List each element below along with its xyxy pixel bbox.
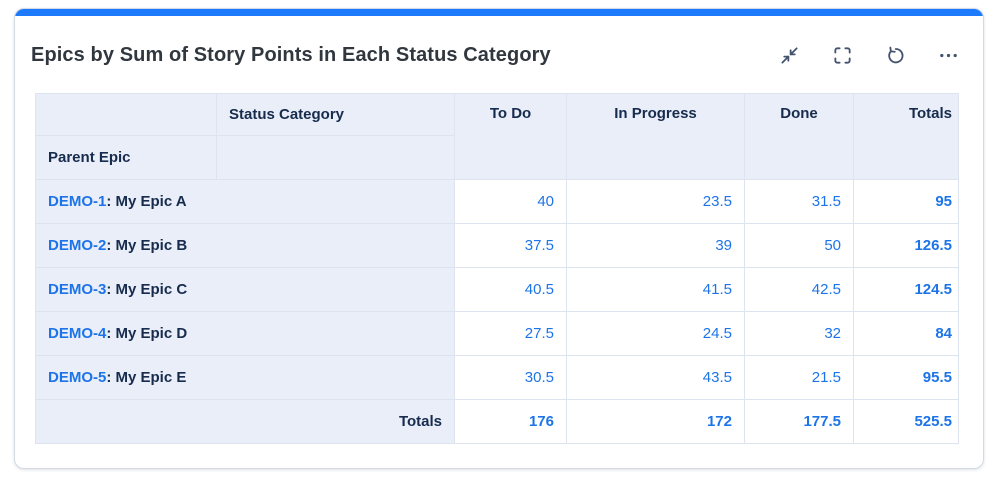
story-points-value[interactable]: 39: [566, 223, 745, 268]
story-points-value[interactable]: 42.5: [744, 267, 854, 312]
more-options-icon: [940, 53, 957, 57]
column-total-value[interactable]: 172: [566, 399, 745, 444]
column-total-value[interactable]: 176: [454, 399, 567, 444]
column-header-done: Done: [744, 93, 854, 180]
header-row-status-category: Status Category To Do In Progress Done T…: [35, 93, 959, 180]
more-options-button[interactable]: [936, 43, 961, 68]
refresh-icon: [888, 46, 904, 63]
story-points-value[interactable]: 37.5: [454, 223, 567, 268]
story-points-value[interactable]: 24.5: [566, 311, 745, 356]
epic-label: DEMO-3: My Epic C: [35, 267, 455, 312]
row-total-value[interactable]: 95: [853, 179, 959, 224]
column-header-totals: Totals: [853, 93, 959, 180]
epic-label: DEMO-4: My Epic D: [35, 311, 455, 356]
table-row: DEMO-3: My Epic C 40.5 41.5 42.5 124.5: [35, 267, 959, 312]
epic-name: : My Epic C: [106, 281, 188, 298]
table-row: DEMO-1: My Epic A 40 23.5 31.5 95: [35, 179, 959, 224]
story-points-value[interactable]: 21.5: [744, 355, 854, 400]
fullscreen-icon: [834, 46, 851, 64]
column-total-value[interactable]: 177.5: [744, 399, 854, 444]
story-points-table: Status Category To Do In Progress Done T…: [35, 93, 959, 444]
epic-link[interactable]: DEMO-2: [48, 237, 107, 254]
epic-link[interactable]: DEMO-4: [48, 325, 107, 342]
epic-label: DEMO-1: My Epic A: [35, 179, 455, 224]
corner-cell: [35, 93, 217, 136]
story-points-value[interactable]: 32: [744, 311, 854, 356]
header-row-parent-epic: Parent Epic: [35, 135, 959, 180]
row-total-value[interactable]: 95.5: [853, 355, 959, 400]
row-total-value[interactable]: 84: [853, 311, 959, 356]
story-points-value[interactable]: 23.5: [566, 179, 745, 224]
row-total-value[interactable]: 126.5: [853, 223, 959, 268]
minimize-icon: [781, 46, 798, 64]
epic-link[interactable]: DEMO-3: [48, 281, 107, 298]
story-points-value[interactable]: 43.5: [566, 355, 745, 400]
story-points-value[interactable]: 41.5: [566, 267, 745, 312]
story-points-value[interactable]: 40.5: [454, 267, 567, 312]
table-row: DEMO-2: My Epic B 37.5 39 50 126.5: [35, 223, 959, 268]
card-accent-bar: [15, 9, 983, 16]
fullscreen-button[interactable]: [830, 43, 855, 68]
story-points-value[interactable]: 30.5: [454, 355, 567, 400]
epic-link[interactable]: DEMO-1: [48, 193, 107, 210]
totals-row: Totals 176 172 177.5 525.5: [35, 399, 959, 444]
column-header-todo: To Do: [454, 93, 567, 180]
story-points-value[interactable]: 27.5: [454, 311, 567, 356]
epic-link[interactable]: DEMO-5: [48, 369, 107, 386]
card-header: Epics by Sum of Story Points in Each Sta…: [15, 16, 983, 86]
gadget-toolbar: [777, 43, 961, 68]
epic-label: DEMO-5: My Epic E: [35, 355, 455, 400]
epic-name: : My Epic B: [106, 237, 188, 254]
epic-name: : My Epic E: [106, 369, 187, 386]
column-header-in-progress: In Progress: [566, 93, 745, 180]
epic-name: : My Epic A: [106, 193, 187, 210]
gadget-title: Epics by Sum of Story Points in Each Sta…: [31, 43, 551, 66]
row-total-value[interactable]: 124.5: [853, 267, 959, 312]
epic-label: DEMO-2: My Epic B: [35, 223, 455, 268]
refresh-button[interactable]: [883, 43, 908, 68]
column-group-header: Status Category: [216, 93, 455, 136]
minimize-button[interactable]: [777, 43, 802, 68]
grand-total-value[interactable]: 525.5: [853, 399, 959, 444]
epic-name: : My Epic D: [106, 325, 188, 342]
empty-header-cell: [216, 135, 455, 180]
table-row: DEMO-4: My Epic D 27.5 24.5 32 84: [35, 311, 959, 356]
totals-label: Totals: [35, 399, 455, 444]
story-points-value[interactable]: 31.5: [744, 179, 854, 224]
story-points-value[interactable]: 50: [744, 223, 854, 268]
row-group-header: Parent Epic: [35, 135, 217, 180]
table-row: DEMO-5: My Epic E 30.5 43.5 21.5 95.5: [35, 355, 959, 400]
gadget-card: Epics by Sum of Story Points in Each Sta…: [14, 8, 984, 469]
story-points-value[interactable]: 40: [454, 179, 567, 224]
